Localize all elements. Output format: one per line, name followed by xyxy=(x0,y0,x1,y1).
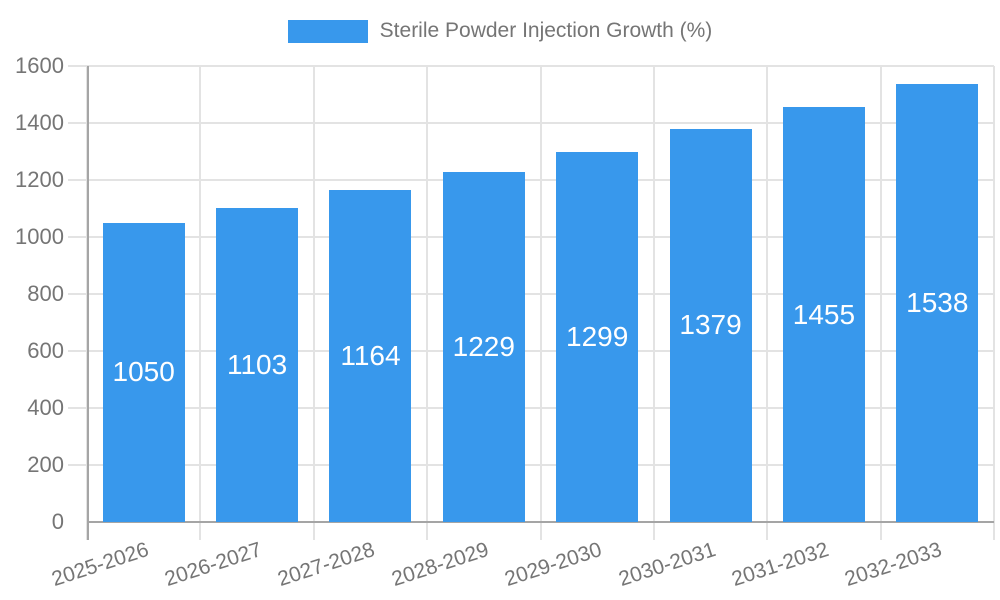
x-axis-line xyxy=(87,521,994,523)
y-tick-label: 1000 xyxy=(15,224,64,249)
gridline-x xyxy=(652,66,655,540)
y-tick-label: 400 xyxy=(27,395,64,420)
gridline-x xyxy=(199,66,202,540)
x-tick-label: 2027-2028 xyxy=(275,538,378,591)
x-tick-label: 2031-2032 xyxy=(728,538,832,591)
bar-value-label: 1229 xyxy=(452,330,515,362)
y-tick-label: 0 xyxy=(51,509,64,534)
x-tick-label: 2032-2033 xyxy=(842,538,945,591)
legend-label: Sterile Powder Injection Growth (%) xyxy=(379,19,713,42)
gridline-y-1200 xyxy=(68,179,994,181)
bar-value-label: 1103 xyxy=(226,348,288,380)
x-tick-label: 2026-2027 xyxy=(161,538,265,591)
gridline-y-600 xyxy=(68,350,994,352)
x-tick-label: 2025-2026 xyxy=(48,538,152,591)
y-tick-label: 1400 xyxy=(15,110,64,135)
gridline-y-1000 xyxy=(68,236,994,238)
gridline-x xyxy=(539,66,542,540)
gridline-y-800 xyxy=(68,293,994,295)
bar-value-label: 1455 xyxy=(792,298,856,330)
legend-swatch xyxy=(287,19,368,43)
y-tick-label: 600 xyxy=(27,338,64,363)
bar-value-label: 1538 xyxy=(906,286,969,318)
gridline-y-1600 xyxy=(68,65,994,67)
x-tick-label: 2028-2029 xyxy=(388,538,492,591)
y-axis-line xyxy=(87,66,89,540)
bar-2027-2028: 1164 xyxy=(329,190,412,522)
bar-value-label: 1299 xyxy=(566,320,629,352)
bar-2028-2029: 1229 xyxy=(442,171,525,522)
bar-value-label: 1164 xyxy=(340,340,401,372)
y-tick-label: 200 xyxy=(27,452,64,477)
gridline-x xyxy=(993,66,995,540)
bar-value-label: 1379 xyxy=(679,309,742,341)
bar-value-label: 1050 xyxy=(112,356,175,388)
bar-2032-2033: 1538 xyxy=(896,83,979,522)
bar-2029-2030: 1299 xyxy=(556,151,639,522)
bar-2030-2031: 1379 xyxy=(669,128,752,522)
x-tick-label: 2029-2030 xyxy=(502,538,605,591)
gridline-y-400 xyxy=(68,407,994,409)
gridline-x xyxy=(426,66,429,540)
bar-2025-2026: 1050 xyxy=(102,222,185,522)
x-tick-label: 2030-2031 xyxy=(615,538,719,591)
gridline-x xyxy=(312,66,315,540)
chart-legend[interactable]: Sterile Powder Injection Growth (%) xyxy=(0,19,1000,43)
bar-2026-2027: 1103 xyxy=(216,207,299,522)
gridline-y-1400 xyxy=(68,122,994,124)
gridline-x xyxy=(766,66,769,540)
gridline-x xyxy=(879,66,882,540)
y-tick-label: 800 xyxy=(27,281,64,306)
gridline-y-200 xyxy=(68,464,994,466)
bar-2031-2032: 1455 xyxy=(782,107,865,522)
y-tick-label: 1200 xyxy=(15,167,64,192)
plot-area: 0 200 400 600 800 1000 1200 1400 1600 1050 1103 116… xyxy=(15,55,995,591)
y-tick-label: 1600 xyxy=(15,53,64,78)
